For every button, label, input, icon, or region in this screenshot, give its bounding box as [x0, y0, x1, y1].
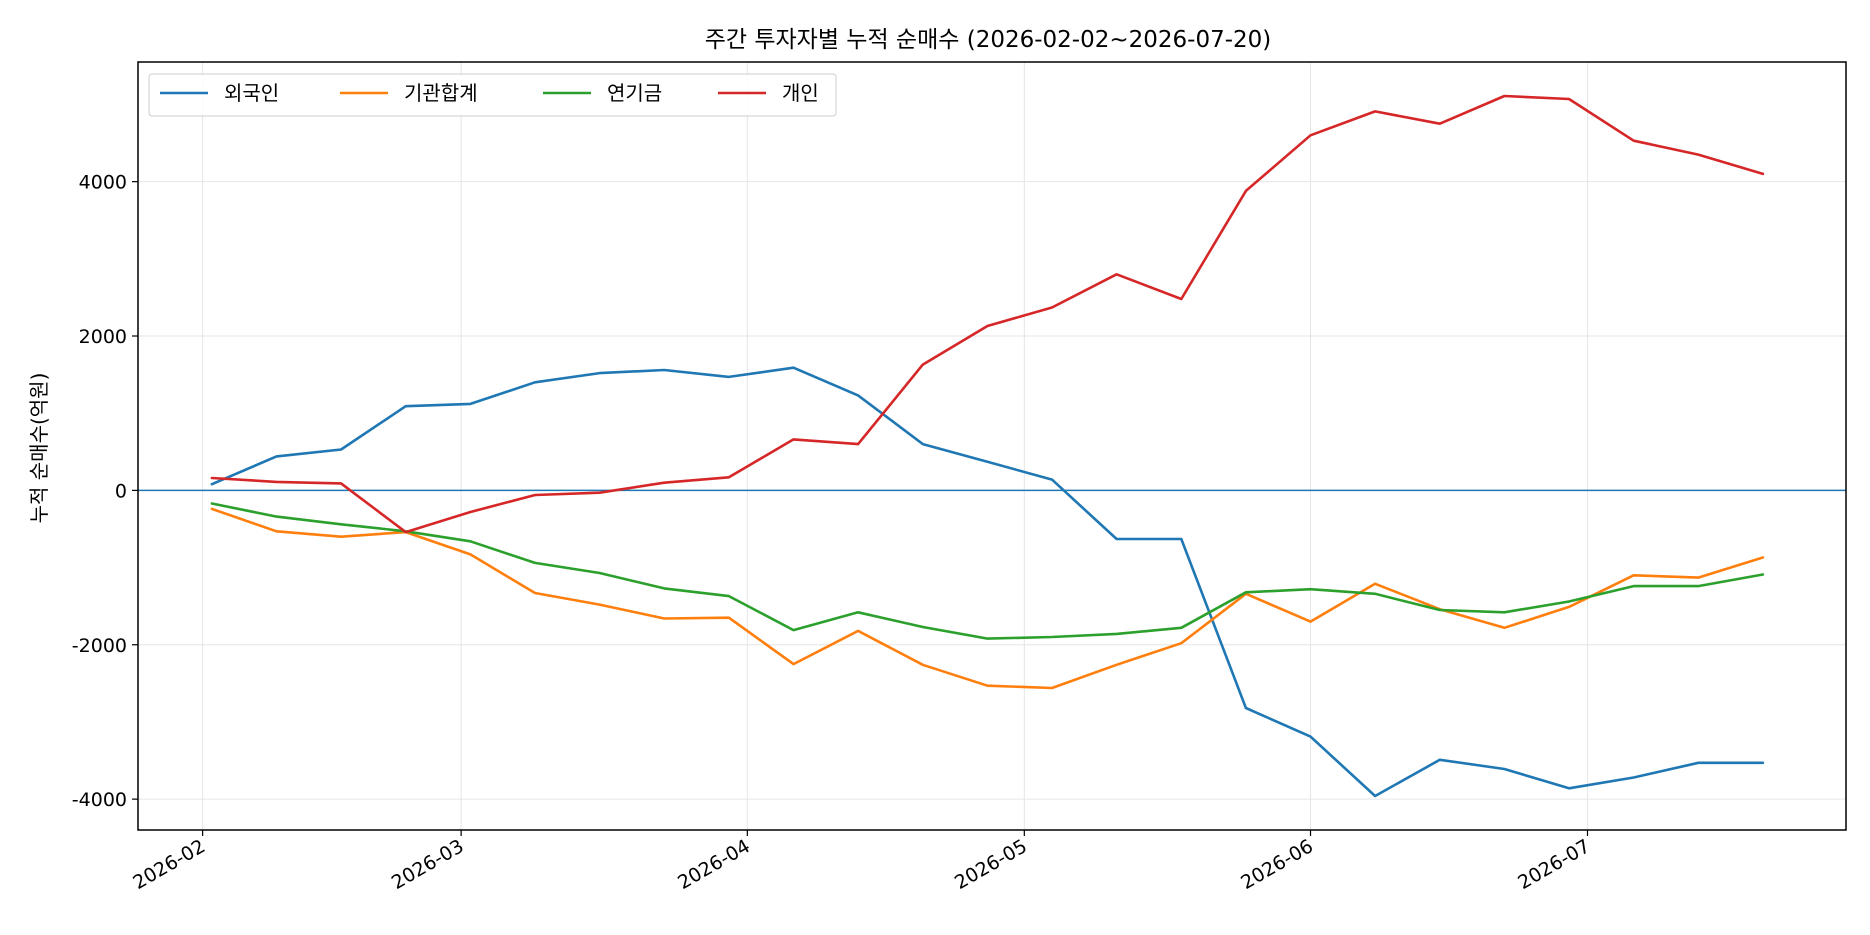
legend-label: 개인	[782, 81, 819, 105]
legend-label: 기관합계	[404, 81, 478, 105]
y-tick-label: 0	[115, 480, 127, 502]
y-tick-label: -2000	[72, 635, 127, 657]
y-tick-label: 4000	[79, 172, 127, 194]
legend-label: 외국인	[224, 81, 279, 105]
x-tick-label: 2026-04	[674, 835, 754, 894]
series-line-2	[210, 507, 1765, 690]
x-tick-label: 2026-05	[951, 835, 1031, 894]
x-tick-label: 2026-07	[1514, 835, 1594, 894]
grid-lines	[138, 62, 1846, 830]
legend: 외국인 기관합계 연기금 개인	[148, 73, 837, 117]
x-tick-label: 2026-03	[388, 835, 468, 894]
y-tick-label: -4000	[72, 789, 127, 811]
y-axis-label: 누적 순매수(억원)	[27, 373, 51, 524]
series-lines	[210, 94, 1765, 798]
y-axis-ticks: 4000 2000 0 -2000 -4000	[72, 172, 138, 811]
series-line-4	[210, 94, 1765, 534]
series-line-3	[210, 502, 1765, 640]
legend-label: 연기금	[607, 81, 662, 105]
x-tick-label: 2026-02	[129, 835, 209, 894]
x-tick-label: 2026-06	[1237, 835, 1317, 894]
series-line-1	[210, 366, 1765, 798]
y-tick-label: 2000	[79, 326, 127, 348]
x-axis-ticks: 2026-02 2026-03 2026-04 2026-05 2026-06 2026-…	[129, 830, 1594, 894]
chart-title: 주간 투자자별 누적 순매수 (2026-02-02~2026-07-20)	[705, 27, 1272, 53]
plot-area-frame	[137, 61, 1847, 831]
legend-box	[148, 73, 837, 117]
